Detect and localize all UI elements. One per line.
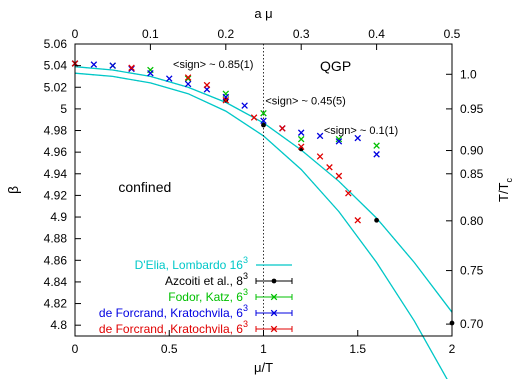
x2-tick-label: 0.2 [217, 27, 234, 41]
legend-label: de Forcrand, Kratochvila, 63 [99, 303, 248, 320]
x-axis-title: μ/T [254, 360, 273, 375]
x2-axis-title: a μ [254, 6, 272, 21]
data-point [184, 74, 192, 81]
data-point [279, 125, 286, 132]
legend-label: de Forcrand, Kratochvila, 63 [99, 319, 248, 336]
data-point [297, 129, 305, 136]
y2-axis-title-main: T/T [496, 182, 511, 202]
data-point [250, 114, 258, 121]
y-tick-label: 4.96 [44, 145, 68, 159]
data-point [203, 81, 211, 89]
annotation-label: QGP [320, 58, 351, 74]
y-tick-label: 4.8 [50, 318, 67, 332]
legend-label-sup: 3 [243, 319, 248, 329]
legend-label-name: Fodor, Katz, 6 [168, 290, 243, 304]
legend-label-name: Azcoiti et al., 8 [165, 274, 243, 288]
y-tick-label: 4.84 [44, 275, 68, 289]
y-tick-label: 4.9 [50, 210, 67, 224]
legend-label: Azcoiti et al., 83 [165, 271, 248, 288]
data-point [335, 138, 343, 145]
y-tick-label: 5 [60, 102, 67, 116]
annotation-label: confined [118, 179, 171, 195]
y-tick-label: 5.06 [44, 37, 68, 51]
data-point [326, 164, 333, 171]
x-tick-label: 0 [72, 342, 79, 356]
data-point [184, 75, 192, 82]
data-point [165, 75, 173, 82]
x-tick-label: 1.5 [349, 342, 366, 356]
data-point [297, 135, 305, 143]
x-tick-label: 1 [260, 342, 267, 356]
data-point [373, 142, 380, 149]
data-point [222, 96, 230, 104]
data-point [335, 135, 343, 143]
y-tick-label: 4.98 [44, 124, 68, 138]
x2-tick-label: 0.1 [142, 27, 159, 41]
legend-sample-marker [271, 278, 277, 284]
y2-tick-label: 0.80 [460, 214, 484, 228]
legend-sample-marker [270, 293, 278, 301]
data-point [90, 61, 98, 68]
annotation-label: <sign> ~ 0.85(1) [173, 59, 253, 71]
legend-sample-marker [270, 325, 278, 333]
data-point [345, 189, 352, 197]
data-point [316, 132, 324, 140]
x2-tick-label: 0.5 [444, 27, 461, 41]
data-point [354, 134, 362, 142]
y2-tick-label: 0.85 [460, 167, 484, 181]
y-tick-label: 4.94 [44, 167, 68, 181]
x-tick-label: 0.5 [161, 342, 178, 356]
data-point [260, 109, 267, 117]
y-tick-label: 4.86 [44, 253, 68, 267]
y2-tick-label: 0.75 [460, 264, 484, 278]
y2-tick-label: 0.90 [460, 144, 484, 158]
legend-label-name: de Forcrand, Kratochvila, 6 [99, 322, 243, 336]
y2-axis-title-sub: c [504, 178, 514, 183]
y2-tick-label: 0.70 [460, 317, 484, 331]
legend-label-name: de Forcrand, Kratochvila, 6 [99, 306, 243, 320]
data-point [147, 69, 154, 77]
data-point [128, 64, 135, 72]
legend-label-name: D'Elia, Lombardo 16 [135, 258, 244, 272]
data-point [354, 217, 362, 224]
legend-label-sup: 3 [243, 303, 248, 313]
y2-tick-label: 1.0 [460, 67, 477, 81]
legend-label: Fodor, Katz, 63 [168, 287, 248, 304]
data-point [241, 102, 248, 109]
y-axis-title: β [5, 186, 21, 194]
data-point [297, 143, 305, 151]
y-tick-label: 5.04 [44, 59, 68, 73]
data-point [184, 80, 192, 88]
x2-tick-label: 0.4 [368, 27, 385, 41]
y2-tick-label: 0.95 [460, 102, 484, 116]
y-tick-label: 4.92 [44, 188, 68, 202]
data-point [109, 62, 116, 69]
data-point [260, 117, 267, 125]
y-tick-label: 4.88 [44, 232, 68, 246]
legend-label: D'Elia, Lombardo 163 [135, 255, 248, 272]
legend-label-sup: 3 [243, 255, 248, 265]
data-point [374, 217, 379, 223]
annotation-label: <sign> ~ 0.45(5) [265, 96, 345, 108]
legend-label-sup: 3 [243, 287, 248, 297]
annotation-label: <sign> ~ 0.1(1) [324, 125, 398, 137]
data-point [261, 122, 266, 128]
data-point [316, 153, 324, 160]
data-point [373, 151, 380, 158]
y-tick-label: 5.02 [44, 80, 68, 94]
legend-label-sup: 3 [243, 271, 248, 281]
y-tick-label: 4.82 [44, 297, 68, 311]
series-group [71, 60, 362, 224]
data-point [128, 65, 135, 73]
x2-tick-label: 0 [72, 27, 79, 41]
data-point [335, 172, 343, 180]
x-tick-label: 2 [449, 342, 456, 356]
legend-sample-marker [270, 309, 278, 317]
x2-tick-label: 0.3 [293, 27, 310, 41]
y2-axis-title: T/Tc [496, 178, 514, 203]
